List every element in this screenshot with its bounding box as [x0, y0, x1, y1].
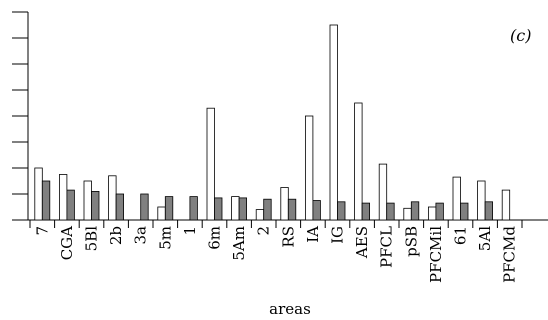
x-tick-label: 5Al — [476, 226, 494, 251]
bar-2b-series-2 — [115, 193, 124, 221]
x-tick-labels: 7 CGA 5Bl 2b 3a 5m 1 6m 5Am 2 RS IA IG AES PFCL pSB PFCM… — [33, 226, 518, 283]
bar-6m-series-1 — [206, 107, 215, 221]
bar-pSB-series-1 — [403, 207, 412, 221]
bar-PFCMd-series-1 — [501, 189, 511, 221]
bar-5Bl-series-1 — [83, 180, 92, 221]
bar-2-series-1 — [255, 209, 265, 221]
bar-IG-series-1 — [329, 24, 338, 221]
bar-PFCL-series-1 — [378, 163, 388, 221]
bar-5Bl-series-2 — [91, 190, 100, 221]
bar-PFCL-series-2 — [386, 202, 395, 221]
bar-7-series-1 — [34, 167, 43, 221]
x-tick-label: PFCL — [378, 226, 396, 268]
panel-label: (c) — [510, 26, 531, 45]
x-tick-label: IA — [304, 226, 322, 243]
bar-PFCMil-series-2 — [435, 202, 444, 221]
bar-7-series-2 — [41, 180, 51, 221]
bar-AES-series-2 — [361, 202, 371, 221]
bar-5Am-series-2 — [238, 197, 248, 221]
x-tick-label: 1 — [181, 226, 199, 236]
x-tick-label: 61 — [452, 226, 470, 245]
bar-5m-series-1 — [157, 206, 166, 221]
bar-3a-series-2 — [140, 193, 149, 221]
bar-IA-series-2 — [312, 200, 321, 221]
bar-PFCMil-series-1 — [427, 206, 437, 221]
x-tick-label: 5Bl — [83, 226, 101, 252]
bar-5Am-series-1 — [231, 196, 240, 221]
bar-CGA-series-1 — [59, 174, 68, 221]
bar-RS-series-2 — [287, 198, 297, 221]
bar-5Al-series-1 — [477, 180, 486, 221]
bar-RS-series-1 — [280, 187, 289, 221]
x-tick-label: CGA — [58, 226, 76, 260]
x-tick-label: 3a — [132, 226, 150, 245]
bar-pSB-series-2 — [410, 201, 420, 221]
x-tick-label: 5Am — [230, 226, 248, 261]
x-tick-label: 6m — [206, 226, 224, 250]
x-tick-label: 2 — [255, 226, 273, 236]
x-axis-label: areas — [269, 300, 311, 318]
x-tick-label: PFCMd — [501, 226, 519, 283]
bar-1-series-2 — [189, 196, 198, 221]
x-tick-label: RS — [279, 226, 297, 248]
bars — [34, 24, 511, 221]
bar-AES-series-1 — [354, 102, 363, 221]
x-tick-label: 2b — [107, 226, 125, 245]
bar-IG-series-2 — [337, 201, 346, 221]
bar-IA-series-1 — [304, 115, 314, 221]
bar-CGA-series-2 — [66, 189, 75, 221]
bar-2b-series-1 — [108, 175, 117, 221]
x-tick-label: 7 — [33, 226, 51, 236]
bar-2-series-2 — [263, 198, 272, 221]
bar-5Al-series-2 — [484, 201, 494, 221]
bar-61-series-1 — [452, 176, 461, 221]
x-tick-label: 5m — [156, 226, 174, 250]
x-tick-label: AES — [353, 226, 371, 259]
x-tick-label: PFCMil — [427, 226, 445, 283]
x-tick-label: pSB — [402, 226, 420, 257]
bar-61-series-2 — [460, 202, 469, 221]
bar-5m-series-2 — [164, 196, 174, 221]
x-tick-label: IG — [329, 226, 347, 244]
bar-6m-series-2 — [214, 197, 223, 221]
